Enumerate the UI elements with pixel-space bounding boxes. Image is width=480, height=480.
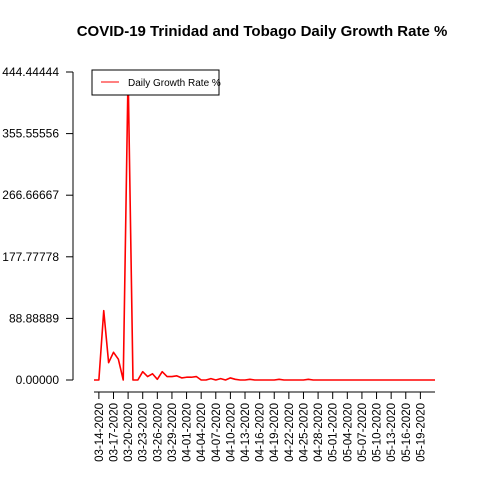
x-tick-label: 05-19-2020 [415, 403, 427, 462]
x-tick-label: 03-29-2020 [167, 403, 179, 462]
x-tick-label: 05-13-2020 [386, 403, 398, 462]
chart-title: COVID-19 Trinidad and Tobago Daily Growt… [77, 23, 448, 40]
x-tick-label: 05-07-2020 [357, 403, 369, 462]
x-tick-label: 04-22-2020 [284, 403, 296, 462]
x-tick-label: 05-10-2020 [372, 403, 384, 462]
y-tick-label: 177.77778 [2, 250, 59, 264]
x-tick-label: 03-20-2020 [123, 403, 135, 462]
x-tick-label: 04-07-2020 [211, 403, 223, 462]
x-tick-label: 03-14-2020 [94, 403, 106, 462]
x-tick-label: 03-26-2020 [152, 403, 164, 462]
legend: Daily Growth Rate % [91, 69, 221, 96]
y-tick-label: 0.00000 [16, 373, 60, 387]
x-tick-label: 04-16-2020 [255, 403, 267, 462]
x-axis-ticks: 03-14-2020 03-17-2020 03-20-2020 03-23-2020… [94, 392, 427, 462]
x-tick-label: 04-28-2020 [313, 403, 325, 462]
x-tick-label: 03-23-2020 [138, 403, 150, 462]
x-tick-label: 05-01-2020 [328, 403, 340, 462]
x-tick-label: 04-25-2020 [298, 403, 310, 462]
x-tick-label: 04-04-2020 [196, 403, 208, 462]
y-axis-ticks: 0.00000 88.88889 177.77778 266.66667 355.555… [2, 65, 73, 387]
legend-label: Daily Growth Rate % [128, 78, 221, 89]
y-tick-label: 266.66667 [2, 188, 59, 202]
x-tick-label: 05-04-2020 [342, 403, 354, 462]
x-tick-label: 04-13-2020 [240, 403, 252, 462]
series-layer [94, 71, 435, 381]
x-tick-label: 04-01-2020 [182, 403, 194, 462]
y-tick-label: 355.55556 [2, 127, 59, 141]
series-line-daily-growth-rate [94, 71, 435, 381]
y-tick-label: 88.88889 [9, 311, 59, 325]
x-tick-label: 04-10-2020 [225, 403, 237, 462]
x-tick-label: 05-16-2020 [401, 403, 413, 462]
x-tick-label: 03-17-2020 [108, 403, 120, 462]
y-tick-label: 444.44444 [2, 65, 59, 79]
x-tick-label: 04-19-2020 [269, 403, 281, 462]
